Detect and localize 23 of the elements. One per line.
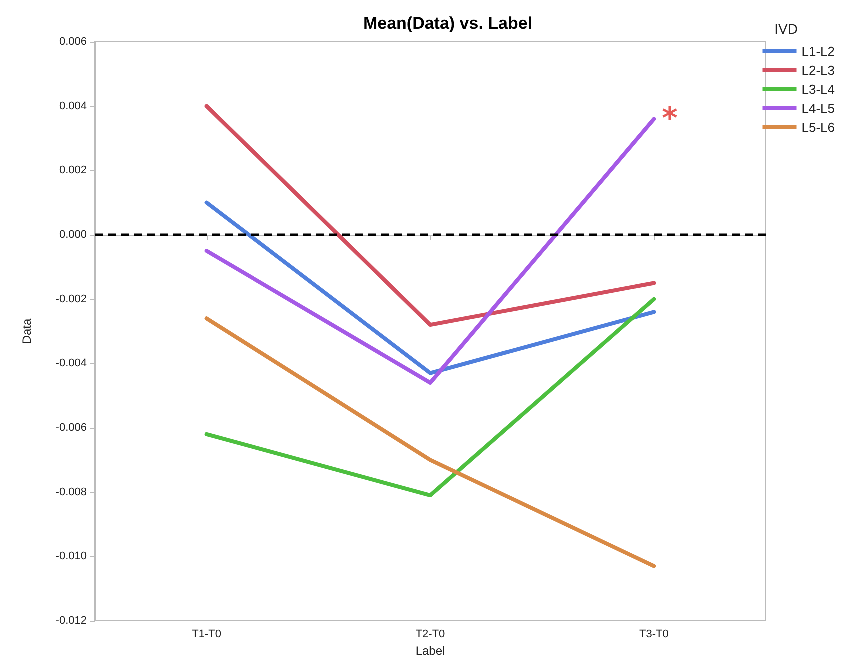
y-tick-label: -0.002 bbox=[56, 293, 87, 306]
x-tick-label: T2-T0 bbox=[416, 628, 446, 640]
chart-title: Mean(Data) vs. Label bbox=[363, 14, 533, 33]
legend-label: L2-L3 bbox=[802, 63, 835, 78]
y-axis-title: Data bbox=[20, 318, 34, 344]
y-tick-label: 0.006 bbox=[59, 36, 87, 48]
y-tick-label: -0.012 bbox=[56, 615, 87, 627]
y-tick-label: -0.004 bbox=[56, 358, 87, 370]
legend-label: L1-L2 bbox=[802, 44, 835, 59]
y-tick-label: 0.000 bbox=[59, 229, 87, 241]
y-tick-label: -0.008 bbox=[56, 486, 87, 498]
y-tick-label: -0.010 bbox=[56, 550, 87, 563]
annotation: * bbox=[662, 102, 678, 137]
y-tick-label: 0.002 bbox=[59, 164, 87, 177]
y-tick-label: -0.006 bbox=[56, 422, 87, 434]
legend-label: L5-L6 bbox=[802, 120, 835, 135]
x-axis-title: Label bbox=[416, 644, 446, 658]
y-tick-label: 0.004 bbox=[59, 100, 87, 112]
x-tick-label: T1-T0 bbox=[192, 628, 222, 640]
legend-label: L4-L5 bbox=[802, 101, 835, 116]
legend-title: IVD bbox=[774, 21, 798, 37]
x-tick-label: T3-T0 bbox=[639, 628, 669, 640]
legend-label: L3-L4 bbox=[802, 82, 835, 97]
